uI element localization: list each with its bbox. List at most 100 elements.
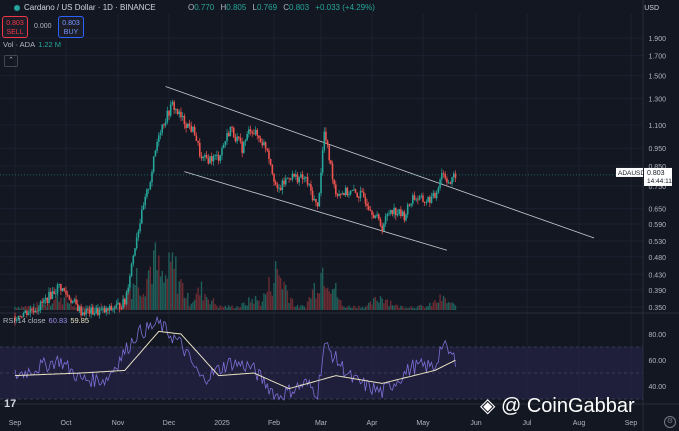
volume-bar (190, 303, 192, 310)
candle-body (256, 129, 259, 136)
volume-bar (451, 302, 453, 310)
candle-body (144, 196, 146, 206)
volume-bar (388, 305, 390, 310)
candle-body (261, 142, 264, 146)
candle-body (415, 199, 417, 201)
candle-body (53, 291, 55, 294)
volume-bar (393, 305, 395, 310)
candle-body (266, 148, 269, 151)
candle-body (333, 179, 335, 185)
buy-button[interactable]: 0.803 BUY (58, 16, 84, 38)
volume-bar (290, 297, 292, 310)
volume-bar (19, 308, 21, 310)
candle-body (241, 141, 243, 153)
volume-bar (192, 302, 194, 310)
volume-bar (70, 304, 72, 310)
candle-body (66, 294, 69, 296)
candle-body (34, 310, 37, 313)
volume-bar (351, 308, 353, 310)
volume-bar (358, 305, 360, 310)
volume-bar (202, 300, 204, 310)
time-tick-label: Jul (523, 420, 532, 427)
candle-body (251, 131, 253, 134)
candle-body (381, 225, 383, 231)
candle-body (197, 140, 199, 143)
candle-body (447, 182, 450, 184)
currency-label[interactable]: USD (644, 5, 659, 12)
candle-body (379, 219, 382, 226)
volume-bar (321, 267, 324, 310)
rsi-legend[interactable]: RSI 14 close 60.83 59.85 (3, 316, 90, 325)
candle-body (269, 158, 272, 165)
candle-body (171, 101, 174, 105)
candle-body (216, 154, 218, 156)
volume-bar (364, 306, 367, 310)
candle-body (422, 195, 424, 203)
candle-body (44, 297, 47, 300)
candle-body (26, 310, 28, 315)
volume-bar (48, 304, 50, 310)
candle-body (353, 189, 355, 191)
candle-body (39, 301, 42, 310)
candle-body (115, 304, 118, 309)
candle-body (439, 179, 441, 188)
candle-body (43, 299, 45, 303)
candle-body (41, 301, 43, 303)
candle-body (161, 124, 163, 133)
volume-bar (424, 308, 426, 310)
candle-body (328, 144, 331, 161)
volume-bar (154, 242, 157, 310)
settings-icon[interactable]: ⚙ (664, 416, 676, 428)
volume-bar (328, 291, 330, 310)
volume-bar (24, 306, 26, 310)
volume-bar (363, 308, 365, 310)
sell-button[interactable]: 0.803 SELL (2, 16, 28, 38)
volume-bar (283, 281, 285, 310)
volume-bar (144, 296, 146, 310)
symbol-title[interactable]: Cardano / US Dollar · 1D · BINANCE (14, 3, 160, 12)
volume-bar (43, 306, 45, 310)
volume-bar (348, 305, 350, 310)
candle-body (393, 207, 395, 215)
volume-bar (66, 302, 69, 310)
volume-bar (55, 296, 57, 310)
volume-bar (44, 305, 47, 310)
volume-bar (425, 306, 428, 310)
volume-bar (373, 298, 375, 310)
candle-body (61, 288, 64, 292)
candle-body (163, 124, 165, 126)
price-tick-label: 0.430 (648, 272, 666, 279)
volume-bars (14, 242, 457, 310)
volume-bar (384, 299, 387, 310)
volume-bar (271, 295, 274, 310)
volume-bar (276, 268, 279, 310)
price-tag-bg (644, 167, 672, 186)
volume-bar (166, 278, 168, 310)
price-tick-label: 0.530 (648, 239, 666, 246)
spread-value: 0.000 (34, 23, 52, 30)
volume-bar (127, 292, 129, 310)
candle-body (338, 194, 340, 196)
candle-body (224, 141, 227, 145)
candle-body (214, 155, 216, 157)
candle-body (51, 291, 54, 299)
candle-body (95, 308, 97, 314)
candle-body (134, 248, 136, 256)
volume-bar (180, 279, 182, 310)
volume-bar (50, 305, 52, 310)
volume-bar (278, 275, 280, 310)
volume-legend[interactable]: Vol · ADA 1.22 M (3, 40, 62, 49)
collapse-legend-button[interactable]: ⌃ (4, 55, 18, 67)
candle-body (391, 210, 394, 215)
candle-body (362, 192, 365, 197)
candle-body (122, 299, 124, 309)
price-tick-label: 0.480 (648, 255, 666, 262)
candle-body (65, 290, 67, 295)
candle-body (125, 292, 128, 305)
candle-body (326, 140, 329, 145)
candle-body (78, 306, 81, 312)
volume-bar (151, 283, 153, 310)
rsi-pane: 80.00 60.00 40.00 (0, 315, 666, 401)
candle-body (359, 191, 362, 198)
